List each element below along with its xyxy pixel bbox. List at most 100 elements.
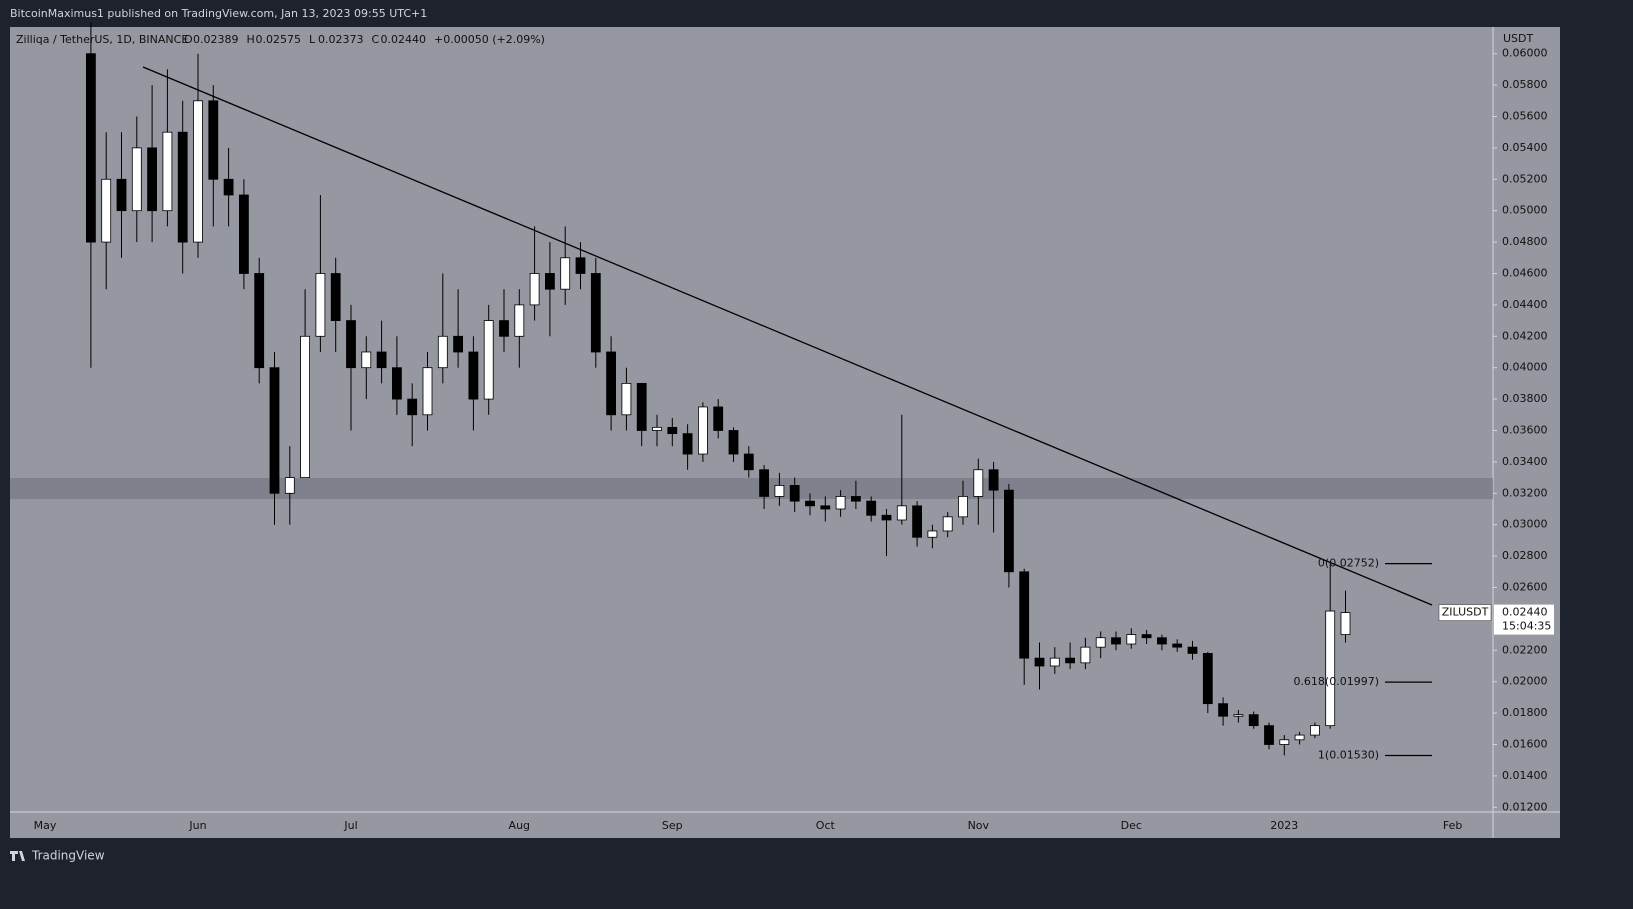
candle-body (483, 320, 494, 400)
candle-body (407, 398, 418, 416)
x-tick-label: Sep (662, 819, 683, 832)
y-tick-label: 0.03200 (1502, 486, 1548, 499)
candle-body (1111, 637, 1121, 645)
y-tick-label: 0.02000 (1502, 675, 1548, 688)
y-tick-label: 0.05400 (1502, 141, 1548, 154)
symbol-tag (1438, 604, 1492, 621)
fib-label: 0(0.02752) (1318, 557, 1379, 570)
y-tick-label: 0.05000 (1502, 204, 1548, 217)
candle-body (376, 351, 387, 369)
y-tick-label: 0.02200 (1502, 643, 1548, 656)
candle-body (1126, 634, 1137, 645)
candle-body (1080, 646, 1091, 664)
price-tag (1494, 604, 1554, 635)
candle-body (437, 335, 448, 369)
y-tick-label: 0.01800 (1502, 706, 1548, 719)
candle-body (1294, 734, 1305, 741)
candle-body (590, 273, 601, 353)
candle-body (912, 505, 922, 538)
candle-body (698, 406, 708, 455)
candle-body (927, 530, 938, 538)
candle-body (1157, 637, 1167, 645)
candle-body (1218, 703, 1228, 717)
candle-body (468, 351, 479, 400)
y-tick-label: 0.03000 (1502, 518, 1548, 531)
x-tick-label: Feb (1443, 819, 1462, 832)
candle-body (300, 335, 311, 478)
candle-body (1004, 489, 1014, 573)
publisher: BitcoinMaximus1 published on TradingView… (10, 7, 427, 20)
y-tick-label: 0.01400 (1502, 769, 1548, 782)
candle-body (1187, 646, 1198, 654)
y-tick-label: 0.04800 (1502, 235, 1548, 248)
candle-body (789, 485, 800, 502)
legend-value: 0.02575 (256, 33, 302, 46)
legend-value: 0.02440 (381, 33, 427, 46)
y-tick-label: 0.05600 (1502, 109, 1548, 122)
candle-body (1202, 653, 1213, 705)
candle-body (177, 131, 188, 243)
x-tick-label: Dec (1121, 819, 1142, 832)
y-tick-label: 0.05200 (1502, 172, 1548, 185)
candle-body (529, 273, 540, 306)
candle-body (743, 453, 754, 471)
candle-body (1049, 657, 1060, 667)
candle-body (1325, 610, 1336, 727)
x-tick-label: Aug (509, 819, 530, 832)
candle-body (116, 178, 127, 212)
legend-change: +0.00050 (+2.09%) (434, 33, 545, 46)
candle-body (636, 382, 647, 431)
candle-body (759, 469, 769, 497)
candle-body (851, 496, 861, 502)
y-tick-label: 0.04200 (1502, 329, 1548, 342)
candle-body (866, 500, 877, 516)
candle-body (835, 496, 846, 510)
candle-body (667, 426, 678, 435)
candle-body (652, 426, 662, 431)
candle-body (284, 477, 295, 494)
x-tick-label: Oct (816, 819, 836, 832)
candle-body (269, 367, 280, 494)
candle-body (560, 257, 571, 290)
brand-name: TradingView (31, 849, 105, 863)
trend-line (142, 66, 1433, 606)
candle-body (1264, 725, 1274, 745)
fib-label: 1(0.01530) (1318, 748, 1379, 761)
candle-body (1340, 612, 1351, 635)
candle-body (774, 485, 785, 497)
candle-body (606, 351, 616, 416)
y-tick-label: 0.01600 (1502, 737, 1548, 750)
y-tick-label: 0.04400 (1502, 298, 1548, 311)
candle-body (713, 406, 724, 431)
legend-value: 0.02389 (193, 33, 239, 46)
candle-body (682, 433, 693, 455)
candle-body (147, 147, 158, 212)
candle-body (820, 505, 831, 510)
legend-key: L (309, 33, 316, 46)
candle-body (896, 505, 907, 521)
x-tick-label: Jun (188, 819, 206, 832)
candle-body (86, 53, 96, 243)
y-tick-label: 0.01200 (1502, 800, 1548, 813)
symbol: Zilliqa / TetherUS, 1D, BINANCE (16, 33, 188, 46)
brand: TradingView (10, 849, 105, 863)
x-tick-label: 2023 (1270, 819, 1298, 832)
candle-body (958, 496, 968, 518)
candle-body (1034, 657, 1045, 667)
y-tick-label: 0.04000 (1502, 361, 1548, 374)
candle-body (453, 335, 464, 353)
candle-body (346, 320, 356, 369)
y-tick-label: 0.02600 (1502, 580, 1548, 593)
candle-body (545, 273, 555, 290)
candle-body (101, 178, 112, 243)
fib-label: 0.618(0.01997) (1293, 675, 1379, 688)
candle-body (728, 430, 739, 455)
candle-body (988, 469, 999, 491)
candle-body (942, 516, 953, 532)
y-tick-label: 0.06000 (1502, 47, 1548, 60)
symbol-tag-label: ZILUSDT (1442, 606, 1489, 619)
candles (86, 22, 1351, 756)
x-tick-label: Jul (343, 819, 357, 832)
candle-body (514, 304, 525, 337)
x-tick-label: Nov (968, 819, 990, 832)
